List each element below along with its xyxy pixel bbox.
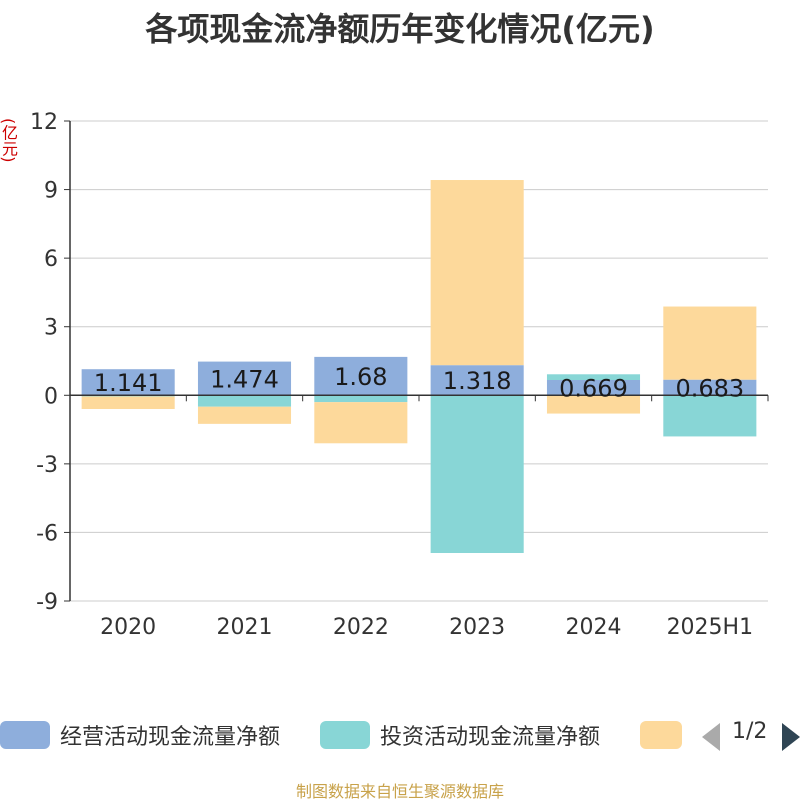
bar-s0-2022 xyxy=(314,356,408,396)
y-tick-label: 6 xyxy=(44,247,58,272)
bar-s1-2024 xyxy=(546,374,641,380)
bar-s1-2022 xyxy=(314,395,408,403)
legend-page-indicator: 1/2 xyxy=(732,719,768,744)
data-label-2023: 1.318 xyxy=(443,367,512,395)
data-labels: 1.141 1.474 1.68 1.318 0.669 0.683 xyxy=(94,363,744,403)
y-tick-label: -9 xyxy=(36,590,58,615)
legend-label-operating: 经营活动现金流量净额 xyxy=(60,725,281,750)
legend-label-investing: 投资活动现金流量净额 xyxy=(380,725,601,750)
bar-s2-2020 xyxy=(81,396,175,409)
x-tick-label-2020: 2020 xyxy=(100,615,156,640)
x-tick-label-2021: 2021 xyxy=(217,615,273,640)
axes: 12 9 6 3 0 -3 -6 -9 2020 2021 2022 2023 2024 2025H1 xyxy=(30,110,769,640)
y-tick-label: -6 xyxy=(36,521,58,546)
legend-next-icon[interactable] xyxy=(782,723,800,751)
x-tick-label-2024: 2024 xyxy=(566,615,622,640)
data-label-2024: 0.669 xyxy=(559,375,628,403)
y-tick-label: 9 xyxy=(44,179,58,204)
bar-s2-2023 xyxy=(430,180,524,366)
bar-s1-2025H1 xyxy=(663,395,757,437)
bar-s0-2023 xyxy=(430,365,524,396)
bar-s1-2023 xyxy=(430,395,524,553)
bar-s2-2024 xyxy=(546,395,641,414)
bar-s0-2020 xyxy=(81,369,175,396)
y-axis-unit: (亿元) xyxy=(0,118,18,163)
bar-s2-2021 xyxy=(197,406,292,424)
legend-swatch-investing xyxy=(320,721,370,749)
bar-s2-2022 xyxy=(314,402,408,444)
bar-s0-2025H1 xyxy=(663,379,757,396)
legend-prev-icon[interactable] xyxy=(702,723,720,751)
x-tick-label-2022: 2022 xyxy=(333,615,389,640)
chart-title: 各项现金流净额历年变化情况(亿元) xyxy=(145,10,655,48)
y-tick-label: 12 xyxy=(30,110,58,135)
data-label-2022: 1.68 xyxy=(334,363,387,391)
data-source: 制图数据来自恒生聚源数据库 xyxy=(295,782,504,801)
legend-pager: 1/2 xyxy=(700,719,800,751)
y-tick-label: 0 xyxy=(44,384,58,409)
legend-swatch-operating xyxy=(0,721,50,749)
bar-chart: 12 9 6 3 0 -3 -6 -9 2020 2021 2022 2023 2024 2025H1 1… xyxy=(30,110,769,640)
bars xyxy=(81,180,757,553)
bar-s1-2021 xyxy=(197,395,292,407)
data-label-2021: 1.474 xyxy=(210,365,279,393)
x-tick-label-2025H1: 2025H1 xyxy=(667,615,754,640)
legend: 经营活动现金流量净额 投资活动现金流量净额 1/2 xyxy=(0,715,800,755)
bar-s0-2024 xyxy=(546,379,641,396)
data-label-2020: 1.141 xyxy=(94,369,163,397)
bar-s0-2021 xyxy=(197,361,292,396)
y-tick-label: -3 xyxy=(36,453,58,478)
data-label-2025H1: 0.683 xyxy=(675,374,744,402)
y-tick-label: 3 xyxy=(44,316,58,341)
bar-s2-2025H1 xyxy=(663,306,757,380)
x-tick-label-2023: 2023 xyxy=(449,615,505,640)
legend-swatch-financing xyxy=(640,721,682,749)
